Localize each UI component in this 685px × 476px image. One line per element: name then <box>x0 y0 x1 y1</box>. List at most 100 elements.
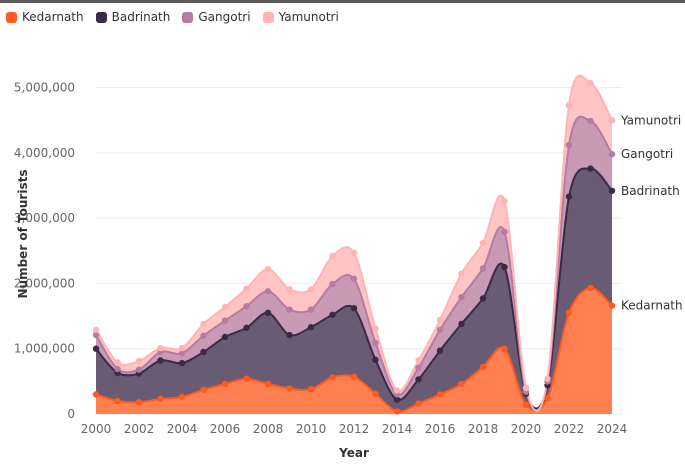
point-kedarnath-2004[interactable] <box>178 393 186 401</box>
area-badrinath[interactable] <box>96 168 612 412</box>
point-gangotri-2017[interactable] <box>458 293 465 301</box>
point-gangotri-2023[interactable] <box>587 117 594 125</box>
point-badrinath-2007[interactable] <box>243 324 250 332</box>
point-kedarnath-2003[interactable] <box>157 395 164 403</box>
point-yamunotri-2021[interactable] <box>544 375 551 382</box>
point-kedarnath-2021[interactable] <box>544 395 551 402</box>
point-kedarnath-2016[interactable] <box>436 391 444 398</box>
point-kedarnath-2024[interactable] <box>608 302 616 309</box>
point-badrinath-2012[interactable] <box>350 305 358 312</box>
point-yamunotri-2019[interactable] <box>501 198 508 205</box>
point-kedarnath-2020[interactable] <box>522 401 530 409</box>
area-kedarnath[interactable] <box>96 287 612 414</box>
point-badrinath-2011[interactable] <box>329 311 336 318</box>
point-gangotri-2016[interactable] <box>436 326 444 333</box>
point-gangotri-2022[interactable] <box>565 141 573 149</box>
point-kedarnath-2005[interactable] <box>200 386 207 394</box>
point-kedarnath-2022[interactable] <box>565 309 573 317</box>
point-badrinath-2000[interactable] <box>92 345 100 352</box>
point-yamunotri-2001[interactable] <box>114 359 121 366</box>
point-kedarnath-2001[interactable] <box>114 397 121 405</box>
point-gangotri-2018[interactable] <box>479 265 487 272</box>
point-yamunotri-2011[interactable] <box>329 252 336 260</box>
legend-item-badrinath[interactable]: Badrinath <box>95 10 170 24</box>
point-badrinath-2023[interactable] <box>587 165 594 172</box>
point-kedarnath-2000[interactable] <box>92 391 100 398</box>
point-kedarnath-2006[interactable] <box>221 380 229 388</box>
point-kedarnath-2018[interactable] <box>479 363 487 371</box>
point-kedarnath-2012[interactable] <box>350 373 358 380</box>
point-kedarnath-2008[interactable] <box>264 380 272 388</box>
point-badrinath-2016[interactable] <box>436 347 444 354</box>
point-yamunotri-2015[interactable] <box>415 357 422 364</box>
point-gangotri-2024[interactable] <box>608 151 616 158</box>
point-yamunotri-2024[interactable] <box>608 117 616 124</box>
point-badrinath-2009[interactable] <box>286 331 293 339</box>
point-kedarnath-2019[interactable] <box>501 345 508 352</box>
point-gangotri-2001[interactable] <box>114 365 121 373</box>
point-yamunotri-2020[interactable] <box>522 384 530 392</box>
point-kedarnath-2023[interactable] <box>587 284 594 292</box>
point-yamunotri-2022[interactable] <box>565 102 573 109</box>
point-badrinath-2003[interactable] <box>157 357 164 364</box>
point-yamunotri-2017[interactable] <box>458 270 465 277</box>
point-yamunotri-2013[interactable] <box>372 325 379 332</box>
point-kedarnath-2014[interactable] <box>393 408 401 415</box>
point-badrinath-2018[interactable] <box>479 295 487 302</box>
point-yamunotri-2009[interactable] <box>286 286 293 293</box>
point-badrinath-2008[interactable] <box>264 309 272 317</box>
point-badrinath-2006[interactable] <box>221 333 229 341</box>
area-yamunotri[interactable] <box>96 75 612 411</box>
point-badrinath-2015[interactable] <box>415 376 422 383</box>
point-kedarnath-2015[interactable] <box>415 400 422 407</box>
point-gangotri-2004[interactable] <box>178 350 186 357</box>
point-yamunotri-2010[interactable] <box>307 286 315 293</box>
point-badrinath-2024[interactable] <box>608 187 616 194</box>
point-kedarnath-2007[interactable] <box>243 375 250 382</box>
point-yamunotri-2012[interactable] <box>350 249 358 256</box>
point-yamunotri-2006[interactable] <box>221 303 229 311</box>
point-kedarnath-2017[interactable] <box>458 380 465 388</box>
legend-item-kedarnath[interactable]: Kedarnath <box>6 10 84 24</box>
point-yamunotri-2016[interactable] <box>436 316 444 324</box>
point-gangotri-2013[interactable] <box>372 339 379 347</box>
point-gangotri-2015[interactable] <box>415 364 422 371</box>
point-gangotri-2009[interactable] <box>286 306 293 313</box>
point-badrinath-2005[interactable] <box>200 348 207 356</box>
point-gangotri-2012[interactable] <box>350 275 358 283</box>
point-gangotri-2006[interactable] <box>221 317 229 324</box>
point-yamunotri-2018[interactable] <box>479 239 487 247</box>
point-gangotri-2010[interactable] <box>307 306 315 313</box>
point-yamunotri-2005[interactable] <box>200 320 207 328</box>
point-kedarnath-2009[interactable] <box>286 385 293 392</box>
legend-item-gangotri[interactable]: Gangotri <box>182 10 251 24</box>
point-gangotri-2007[interactable] <box>243 303 250 310</box>
point-kedarnath-2013[interactable] <box>372 390 379 397</box>
point-kedarnath-2011[interactable] <box>329 374 336 381</box>
point-yamunotri-2008[interactable] <box>264 265 272 273</box>
point-yamunotri-2000[interactable] <box>92 326 100 333</box>
y-tick-label: 2,000,000 <box>14 276 75 290</box>
point-badrinath-2019[interactable] <box>501 263 508 271</box>
point-yamunotri-2023[interactable] <box>587 79 594 87</box>
point-yamunotri-2003[interactable] <box>157 344 164 352</box>
point-gangotri-2011[interactable] <box>329 280 336 288</box>
point-badrinath-2010[interactable] <box>307 323 315 331</box>
point-kedarnath-2010[interactable] <box>307 385 315 393</box>
point-gangotri-2019[interactable] <box>501 228 508 236</box>
point-gangotri-2000[interactable] <box>92 331 100 339</box>
legend-item-yamunotri[interactable]: Yamunotri <box>262 10 339 24</box>
point-yamunotri-2004[interactable] <box>178 344 186 352</box>
point-gangotri-2005[interactable] <box>200 332 207 339</box>
point-yamunotri-2007[interactable] <box>243 285 250 292</box>
point-badrinath-2017[interactable] <box>458 320 465 328</box>
point-gangotri-2002[interactable] <box>135 366 143 373</box>
point-badrinath-2004[interactable] <box>178 359 186 367</box>
point-badrinath-2014[interactable] <box>393 396 401 403</box>
point-yamunotri-2002[interactable] <box>135 357 143 365</box>
point-kedarnath-2002[interactable] <box>135 399 143 406</box>
point-gangotri-2008[interactable] <box>264 288 272 295</box>
point-badrinath-2022[interactable] <box>565 193 573 200</box>
point-yamunotri-2014[interactable] <box>393 387 401 394</box>
point-badrinath-2013[interactable] <box>372 356 379 364</box>
